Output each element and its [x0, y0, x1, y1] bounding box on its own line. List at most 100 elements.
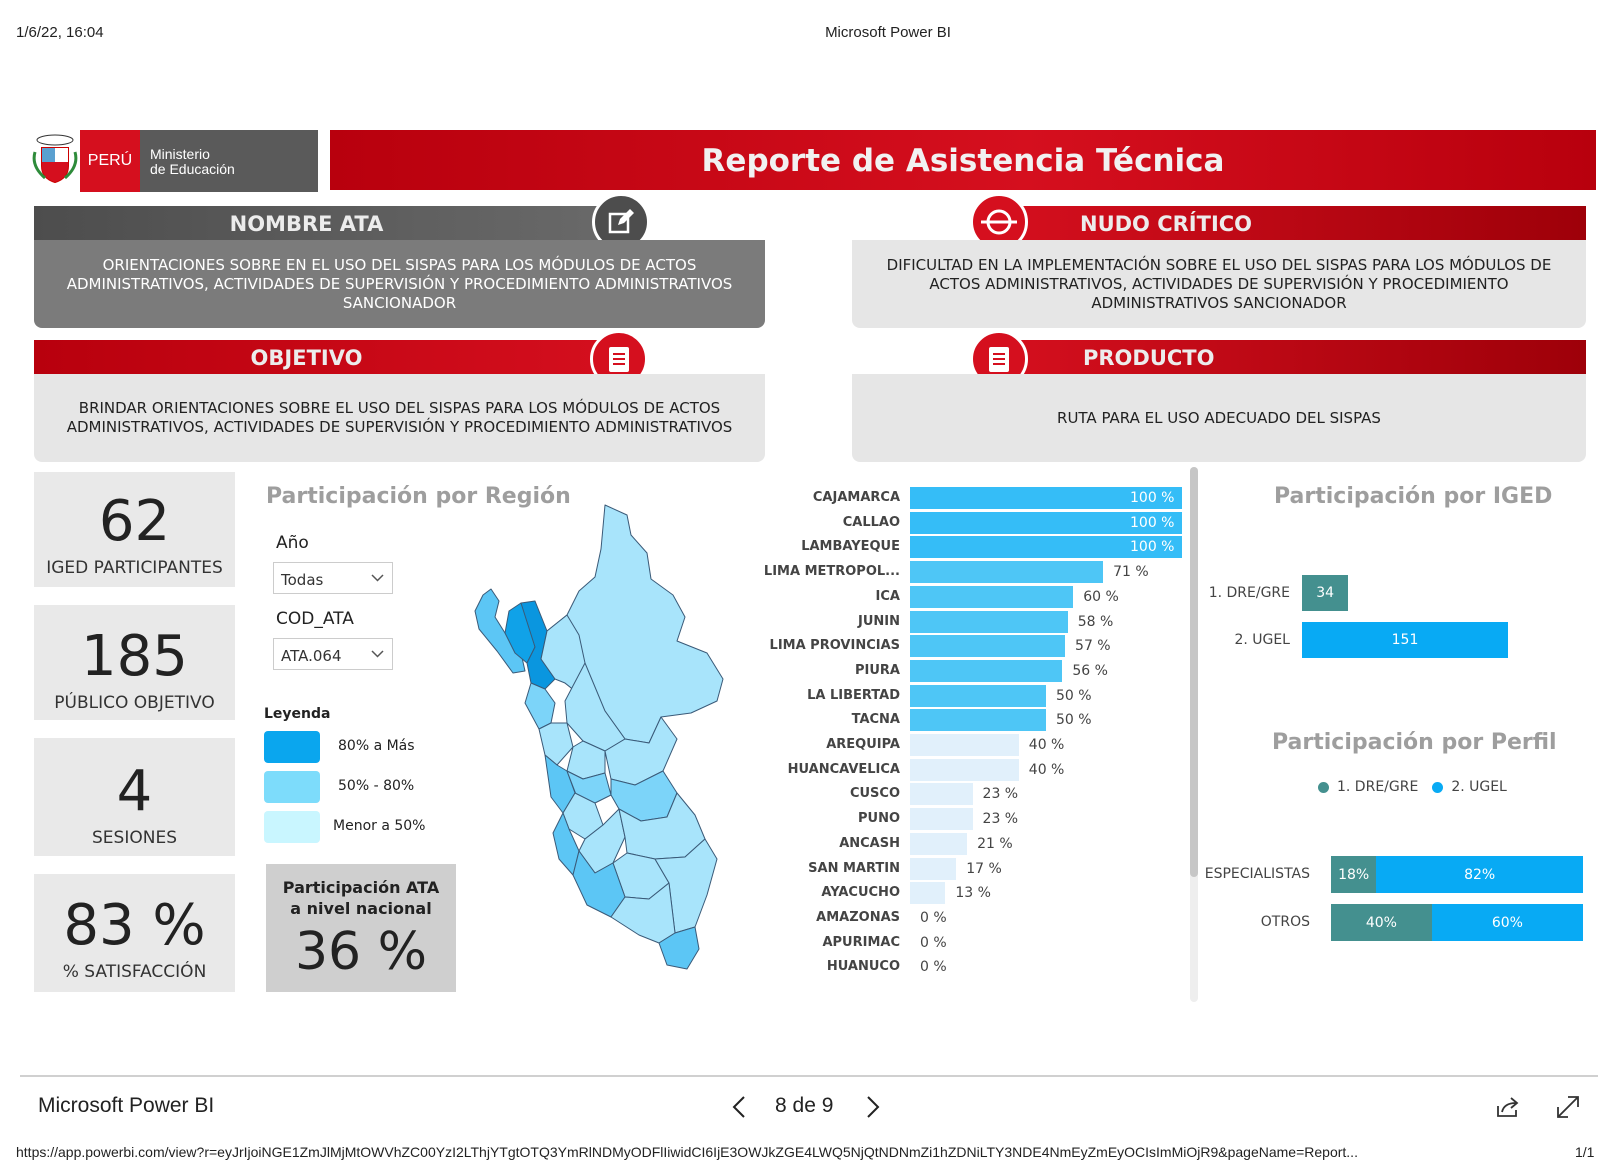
region-bar-label: LIMA METROPOL...	[763, 564, 900, 580]
map-region-ancash[interactable]	[538, 722, 574, 766]
region-bar[interactable]	[910, 857, 957, 880]
share-icon	[1497, 1097, 1519, 1117]
region-bar-value: 56 %	[1072, 662, 1108, 679]
share-button[interactable]	[1494, 1094, 1522, 1120]
peru-label: PERÚ	[80, 130, 140, 192]
region-bar-value: 40 %	[1028, 761, 1065, 778]
region-bar-label: AMAZONAS	[816, 909, 900, 925]
producto-text: RUTA PARA EL USO ADECUADO DEL SISPAS	[1057, 408, 1381, 427]
region-bar-label: AREQUIPA	[826, 737, 900, 752]
ministry-line-2: de Educación	[150, 161, 235, 177]
region-bar[interactable]	[910, 635, 1066, 658]
iged-bar[interactable]: 34	[1302, 575, 1349, 611]
chart-scrollbar-thumb[interactable]	[1190, 467, 1198, 877]
minedu-logo: PERÚ Ministerio de Educación	[30, 130, 318, 192]
producto-box: RUTA PARA EL USO ADECUADO DEL SISPAS	[852, 374, 1586, 462]
expand-icon	[1557, 1096, 1579, 1118]
nombre-ata-text: ORIENTACIONES SOBRE EN EL USO DEL SISPAS…	[66, 255, 733, 312]
chevron-left-icon	[732, 1096, 745, 1118]
perfil-bar-segment[interactable]: 82%	[1376, 856, 1583, 893]
year-slicer-label: Año	[276, 533, 309, 553]
legend-label-mid: 50% - 80%	[338, 778, 415, 794]
region-bar-label: ANCASH	[839, 835, 900, 851]
report-title-bar: Reporte de Asistencia Técnica	[330, 130, 1596, 190]
perfil-bar-segment[interactable]: 40%	[1331, 904, 1432, 941]
next-page-button[interactable]	[860, 1094, 884, 1120]
nudo-critico-text: DIFICULTAD EN LA IMPLEMENTACIÓN SOBRE EL…	[886, 255, 1552, 312]
kpi-publico-objetivo: 185 PÚBLICO OBJETIVO	[34, 605, 235, 720]
map-region-tumbes-piura[interactable]	[474, 588, 526, 674]
legend-label-low: Menor a 50%	[333, 818, 426, 834]
region-bar[interactable]	[910, 709, 1046, 732]
producto-title: PRODUCTO	[1083, 346, 1215, 370]
perfil-bar-segment[interactable]: 60%	[1431, 904, 1583, 941]
legend-label-ugel: 2. UGEL	[1451, 779, 1507, 795]
region-bar-label: HUANCAVELICA	[787, 761, 900, 777]
objetivo-text: BRINDAR ORIENTACIONES SOBRE EL USO DEL S…	[66, 399, 733, 436]
viewer-app-name: Microsoft Power BI	[38, 1094, 215, 1117]
region-bar-value: 58 %	[1077, 613, 1114, 630]
perfil-bar-segment[interactable]: 18%	[1331, 856, 1377, 893]
print-url: https://app.powerbi.com/view?r=eyJrIjoiN…	[16, 1144, 1358, 1160]
region-bar[interactable]	[910, 659, 1063, 682]
legend-swatch-high	[264, 731, 320, 763]
region-bar[interactable]	[910, 808, 973, 831]
map-region-la-libertad[interactable]	[524, 682, 556, 730]
nudo-critico-box: DIFICULTAD EN LA IMPLEMENTACIÓN SOBRE EL…	[852, 240, 1586, 328]
region-bar[interactable]	[910, 610, 1068, 633]
year-slicer[interactable]: Todas	[273, 562, 393, 594]
legend-title: Leyenda	[264, 706, 331, 722]
iged-bar-label: 2. UGEL	[1234, 632, 1290, 648]
codata-slicer[interactable]: ATA.064	[273, 638, 393, 670]
perfil-bar-label: OTROS	[1260, 914, 1310, 930]
kpi-label: PÚBLICO OBJETIVO	[54, 693, 215, 713]
region-bar-value: 100 %	[1130, 539, 1175, 556]
region-bar[interactable]	[910, 511, 1182, 534]
region-bar-value: 23 %	[982, 786, 1019, 803]
fullscreen-button[interactable]	[1554, 1094, 1582, 1120]
region-bar-value: 100 %	[1130, 490, 1175, 506]
region-bar[interactable]	[910, 684, 1046, 707]
map-region-moquegua[interactable]	[610, 882, 676, 944]
region-bar[interactable]	[910, 536, 1182, 559]
perfil-bar-label: ESPECIALISTAS	[1204, 866, 1310, 882]
print-title: Microsoft Power BI	[825, 24, 951, 41]
chevron-right-icon	[867, 1096, 880, 1118]
region-bar[interactable]	[910, 487, 1182, 509]
region-bar-label: LA LIBERTAD	[807, 687, 900, 703]
chevron-down-icon	[371, 574, 384, 582]
codata-slicer-label: COD_ATA	[276, 609, 354, 629]
region-bar[interactable]	[910, 882, 946, 905]
region-bar-value: 23 %	[982, 811, 1019, 828]
iged-bar[interactable]: 151	[1302, 622, 1508, 658]
region-bar-value: 60 %	[1083, 588, 1119, 605]
nombre-ata-box: ORIENTACIONES SOBRE EN EL USO DEL SISPAS…	[34, 240, 765, 328]
region-bar-label: LIMA PROVINCIAS	[769, 638, 900, 654]
legend-dot-dre	[1318, 781, 1329, 793]
region-bar-value: 0 %	[920, 934, 947, 951]
region-bar[interactable]	[910, 783, 973, 806]
ministry-label: Ministerio de Educación	[140, 130, 318, 192]
prev-page-button[interactable]	[728, 1094, 752, 1120]
region-bar-label: ICA	[875, 588, 900, 604]
report-title: Reporte de Asistencia Técnica	[701, 143, 1225, 179]
region-bar[interactable]	[910, 585, 1074, 608]
legend-label-high: 80% a Más	[338, 738, 415, 754]
map-region-tacna[interactable]	[658, 926, 700, 970]
region-bar-value: 40 %	[1028, 737, 1065, 753]
kpi-sesiones: 4 SESIONES	[34, 738, 235, 856]
kpi-label: SESIONES	[92, 828, 177, 848]
region-bar[interactable]	[910, 832, 968, 855]
region-bar[interactable]	[910, 758, 1019, 781]
region-bar[interactable]	[910, 734, 1019, 756]
chevron-down-icon	[371, 650, 384, 658]
legend-dot-ugel	[1432, 781, 1444, 793]
kpi-label: IGED PARTICIPANTES	[46, 558, 223, 578]
kpi-value: 83 %	[63, 893, 206, 958]
region-bar[interactable]	[910, 561, 1104, 584]
region-bar-value: 50 %	[1056, 712, 1092, 729]
nudo-critico-header: NUDO CRÍTICO	[1000, 206, 1586, 240]
perfil-legend: 1. DRE/GRE 2. UGEL	[1318, 779, 1507, 795]
footer-divider	[20, 1075, 1598, 1077]
peru-region-map[interactable]	[455, 503, 785, 975]
